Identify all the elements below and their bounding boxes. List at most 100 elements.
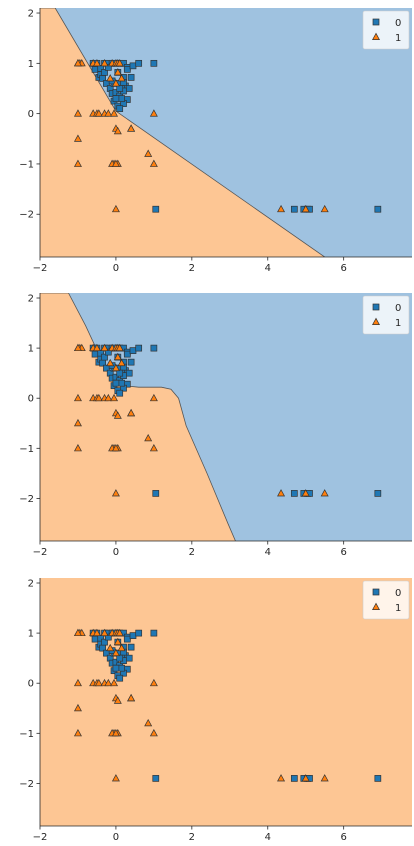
decision-boundary-line <box>40 8 325 257</box>
data-point-class-1 <box>111 728 120 737</box>
data-point-class-0 <box>116 674 124 682</box>
data-point-class-0 <box>116 369 124 377</box>
data-point-class-1 <box>94 109 103 117</box>
x-tick-label: 0 <box>113 547 119 558</box>
legend-label-class-1: 1 <box>395 603 401 614</box>
legend-marker-class-1 <box>372 602 380 610</box>
data-point-class-1 <box>320 204 329 213</box>
data-point-class-0 <box>104 348 112 356</box>
data-point-class-1 <box>111 363 120 372</box>
data-point-class-0 <box>118 664 125 672</box>
y-tick-label: 1 <box>28 59 34 70</box>
data-point-class-0 <box>118 95 125 102</box>
data-point-class-1 <box>73 418 82 427</box>
data-point-class-1 <box>117 358 126 367</box>
legend-frame <box>362 580 410 620</box>
data-point-class-1 <box>73 443 82 452</box>
data-point-class-0 <box>152 205 160 213</box>
x-tick-label: 0 <box>113 263 119 274</box>
data-point-class-1 <box>92 628 101 637</box>
data-point-class-0 <box>290 205 298 213</box>
data-point-class-0 <box>123 635 131 643</box>
x-tick-label: 2 <box>189 547 195 558</box>
data-point-class-0 <box>101 638 108 646</box>
data-point-class-1 <box>73 134 82 142</box>
data-point-class-1 <box>73 343 82 352</box>
data-point-class-1 <box>320 489 329 497</box>
data-point-class-0 <box>374 775 382 782</box>
data-point-class-1 <box>149 109 158 117</box>
data-point-class-1 <box>94 678 103 687</box>
y-tick-label: 0 <box>28 109 34 120</box>
data-point-class-0 <box>97 65 105 72</box>
data-point-class-0 <box>152 490 160 497</box>
legend-marker-class-1 <box>372 32 380 40</box>
data-point-class-0 <box>125 85 133 92</box>
legend: 01 <box>362 580 410 620</box>
data-point-class-0 <box>123 66 131 73</box>
data-point-class-1 <box>73 703 82 712</box>
x-tick-label: −2 <box>33 832 48 843</box>
data-point-class-0 <box>129 632 137 639</box>
x-tick-label: 2 <box>189 832 195 843</box>
data-point-class-0 <box>290 490 298 497</box>
data-point-class-1 <box>113 696 122 704</box>
y-tick-label: −1 <box>19 729 34 740</box>
data-point-class-0 <box>127 74 135 81</box>
data-point-class-1 <box>104 109 113 117</box>
y-tick-label: −2 <box>19 494 34 505</box>
data-point-class-1 <box>301 204 310 213</box>
data-point-class-0 <box>91 635 99 643</box>
data-point-class-0 <box>116 654 124 662</box>
data-point-class-1 <box>104 393 113 402</box>
scatter-points <box>73 343 382 497</box>
x-tick-label: 4 <box>265 547 271 558</box>
data-point-class-1 <box>111 79 120 87</box>
y-tick-label: −1 <box>19 444 34 455</box>
data-point-class-0 <box>116 389 124 397</box>
data-point-class-1 <box>111 489 120 497</box>
data-point-class-0 <box>116 85 124 92</box>
data-point-class-1 <box>320 774 329 782</box>
data-point-class-0 <box>125 654 133 662</box>
data-point-class-0 <box>129 347 137 354</box>
legend-label-class-1: 1 <box>395 33 401 44</box>
data-point-class-0 <box>112 664 120 672</box>
x-tick-label: 6 <box>340 547 346 558</box>
data-point-class-0 <box>127 643 135 651</box>
y-tick-label: 0 <box>28 679 34 690</box>
data-point-class-0 <box>91 350 99 358</box>
data-point-class-0 <box>125 369 133 377</box>
data-point-class-0 <box>101 353 108 361</box>
legend: 01 <box>362 10 410 50</box>
x-tick-label: 0 <box>113 832 119 843</box>
data-point-class-0 <box>104 64 112 71</box>
x-tick-label: 6 <box>340 263 346 274</box>
data-point-class-1 <box>127 693 136 702</box>
data-point-class-1 <box>113 68 122 76</box>
data-point-class-1 <box>149 159 158 167</box>
decision-region-class-1 <box>40 578 412 826</box>
x-tick-label: 4 <box>265 832 271 843</box>
data-point-class-0 <box>129 62 137 70</box>
data-point-class-0 <box>97 349 105 357</box>
x-tick-label: 6 <box>340 832 346 843</box>
data-point-class-1 <box>113 411 122 419</box>
data-point-class-0 <box>374 205 382 213</box>
data-point-class-1 <box>104 678 113 687</box>
data-point-class-0 <box>127 358 135 366</box>
data-point-class-1 <box>117 74 126 82</box>
legend-marker-class-0 <box>372 303 380 311</box>
legend-marker-class-0 <box>372 588 380 596</box>
data-point-class-0 <box>123 350 131 358</box>
data-point-class-1 <box>277 204 286 213</box>
data-point-class-1 <box>149 728 158 737</box>
data-point-class-1 <box>144 433 153 442</box>
x-tick-label: 2 <box>189 263 195 274</box>
data-point-class-1 <box>111 648 120 657</box>
data-point-class-1 <box>144 149 153 157</box>
decision-region-class-0 <box>40 8 412 257</box>
data-point-class-1 <box>92 59 101 67</box>
data-point-class-1 <box>277 489 286 497</box>
